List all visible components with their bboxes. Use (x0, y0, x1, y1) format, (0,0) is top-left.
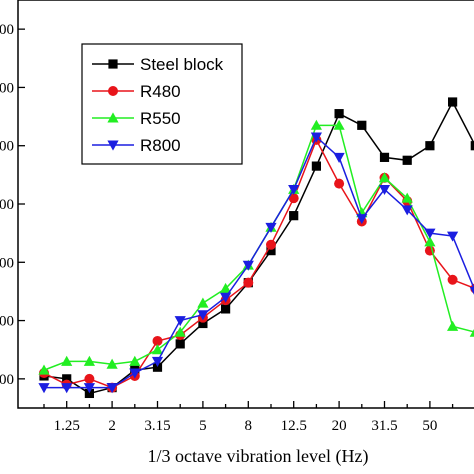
y-tick-label: 00 (0, 22, 14, 38)
data-point (106, 383, 118, 394)
x-tick-label: 31.5 (371, 418, 397, 434)
x-tick-label: 1.25 (54, 418, 80, 434)
y-axis-ticks: 00 00 00 00 00 00 00 (0, 22, 25, 388)
data-point (447, 274, 458, 285)
data-point (333, 119, 345, 130)
data-point (379, 152, 390, 162)
x-axis-title: 1/3 octave vibration level (Hz) (148, 446, 369, 467)
data-point (61, 355, 73, 366)
legend-label: R550 (140, 109, 181, 128)
data-point (265, 222, 277, 233)
legend-label: Steel block (140, 55, 224, 74)
x-tick-label: 3.15 (144, 418, 170, 434)
data-point (152, 362, 163, 372)
data-point (174, 316, 186, 327)
data-point (424, 228, 436, 239)
series-line (44, 135, 474, 389)
legend-marker (108, 59, 118, 69)
data-point (174, 326, 186, 337)
data-point (357, 120, 367, 130)
y-tick-label: 00 (0, 139, 14, 155)
data-point (289, 211, 299, 221)
data-point (469, 328, 474, 337)
data-point (266, 239, 276, 250)
data-point (38, 383, 50, 394)
data-point (378, 184, 391, 196)
data-point (197, 310, 209, 321)
series-line (43, 138, 474, 389)
data-point (334, 178, 345, 189)
legend-marker (107, 140, 119, 151)
data-point (447, 231, 459, 242)
data-point (38, 364, 50, 375)
y-tick-label: 00 (0, 314, 14, 330)
series-r800 (38, 132, 474, 394)
data-point (243, 277, 254, 288)
data-point (470, 141, 474, 151)
data-point (448, 97, 458, 107)
data-point (310, 119, 322, 130)
data-point (242, 260, 254, 271)
legend-entry: R550 (92, 109, 181, 128)
y-tick-label: 00 (0, 80, 14, 96)
data-point (151, 356, 164, 367)
legend-entry: R480 (92, 82, 181, 101)
data-point (220, 282, 232, 293)
data-point (266, 246, 276, 256)
data-point (62, 374, 72, 384)
data-point (129, 368, 141, 379)
legend-label: R480 (140, 82, 181, 101)
data-point (220, 292, 232, 303)
data-point (84, 373, 95, 384)
data-point (175, 339, 185, 349)
data-point (424, 236, 436, 247)
x-tick-label: 5 (199, 418, 207, 434)
data-point (151, 344, 164, 355)
data-point (425, 141, 435, 151)
legend-entry: R800 (92, 136, 181, 155)
data-point (221, 304, 231, 314)
y-tick-label: 00 (0, 372, 14, 388)
x-axis-ticks: 1.25 2 3.15 5 8 12.5 20 31.5 50 (43, 401, 454, 434)
x-tick-label: 50 (422, 418, 437, 434)
data-point (402, 155, 412, 165)
data-point (288, 184, 300, 196)
data-point (106, 358, 118, 369)
x-tick-label: 8 (245, 418, 253, 434)
x-tick-label: 20 (332, 418, 347, 434)
legend-marker (107, 112, 119, 123)
legend-label: R800 (140, 136, 181, 155)
data-point (84, 388, 94, 399)
data-point (198, 318, 208, 329)
data-point (378, 172, 391, 183)
data-point (288, 193, 299, 204)
plot-frame (17, 0, 474, 409)
data-point (333, 152, 345, 163)
series-r480 (39, 134, 474, 393)
data-point (61, 383, 73, 394)
legend-entry: Steel block (92, 55, 224, 74)
data-point (334, 109, 344, 119)
data-point (311, 161, 321, 171)
x-tick-label: 2 (108, 418, 116, 434)
data-point (152, 335, 163, 346)
y-tick-label: 00 (0, 197, 14, 213)
data-point (401, 205, 413, 216)
data-point (83, 383, 95, 394)
data-point (310, 132, 322, 143)
y-tick-label: 00 (0, 255, 14, 271)
series-layer (38, 97, 474, 399)
data-point (401, 192, 413, 203)
data-point (356, 214, 368, 225)
data-point (129, 355, 141, 366)
x-tick-label: 12.5 (281, 418, 307, 434)
data-point (197, 297, 209, 308)
data-point (447, 320, 459, 331)
legend: Steel block R480 R550 R800 (81, 43, 243, 165)
data-point (469, 286, 474, 295)
legend-marker (108, 86, 118, 96)
data-point (83, 355, 95, 366)
